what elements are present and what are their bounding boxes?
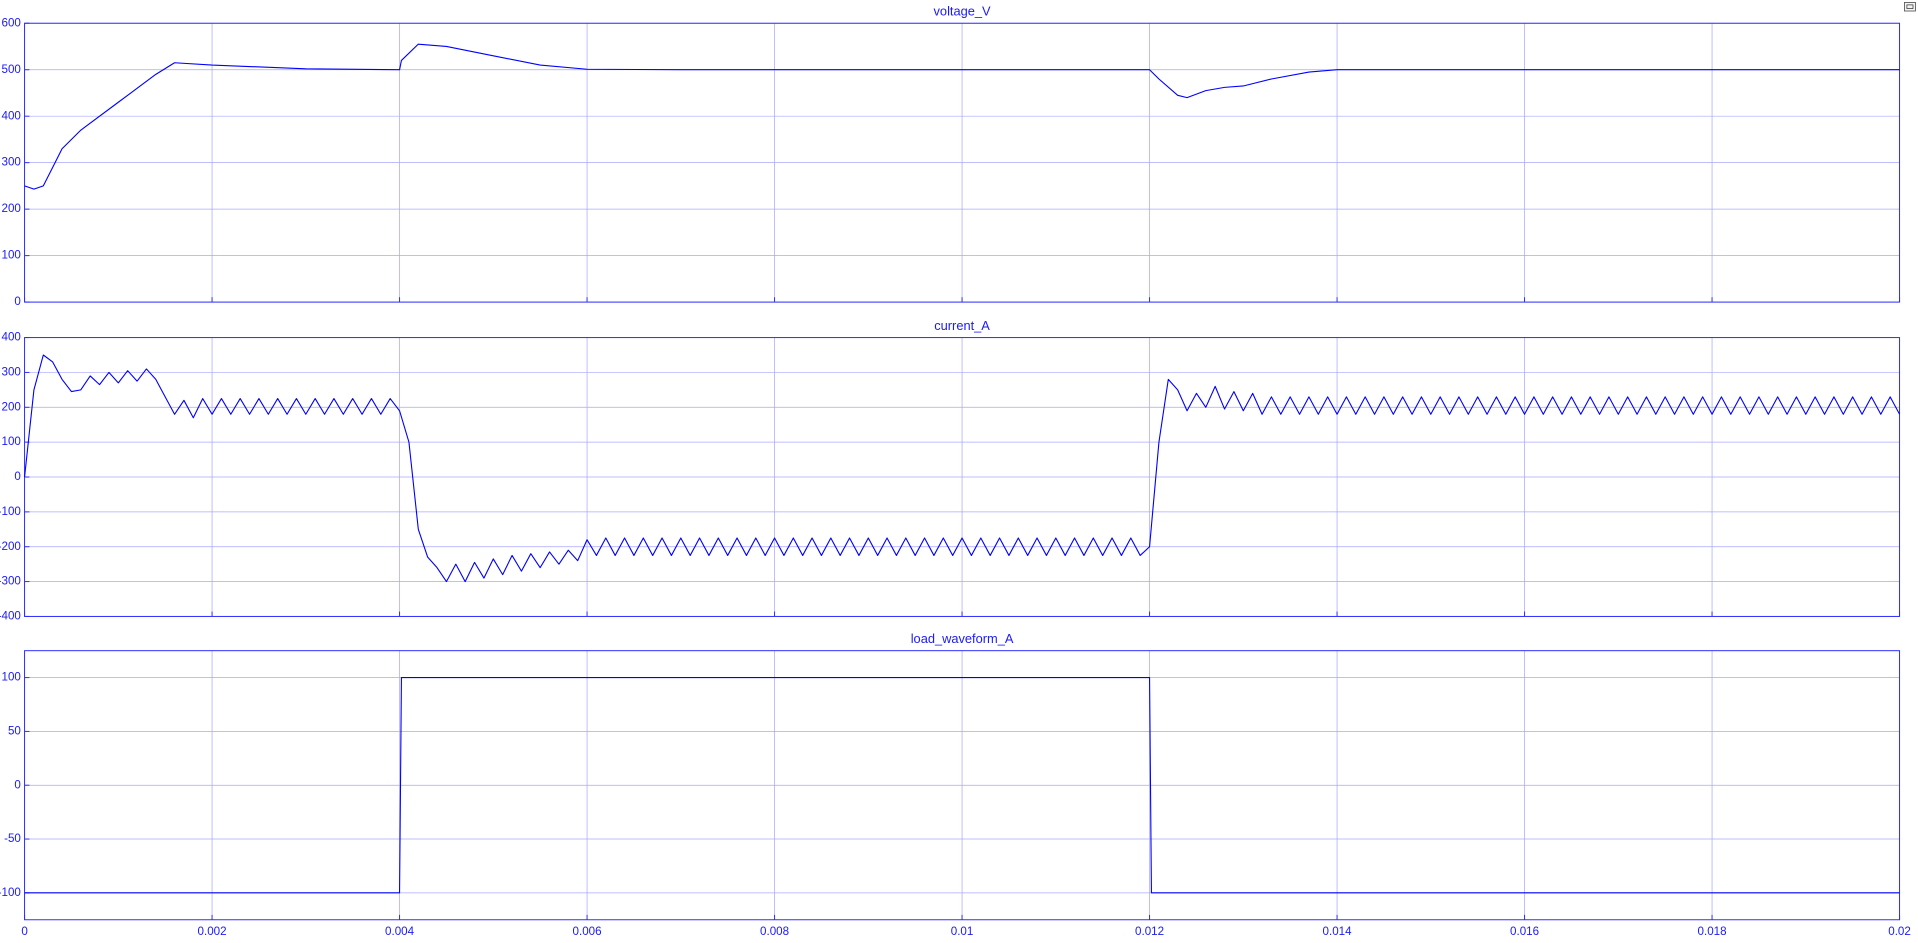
- y-tick-label: 400: [2, 109, 21, 122]
- restore-icon[interactable]: [1904, 2, 1916, 12]
- y-tick-label: 300: [2, 156, 21, 169]
- y-tick-label: 300: [2, 365, 21, 378]
- x-tick-label: 0.01: [951, 925, 974, 938]
- y-tick-label: -100: [0, 505, 21, 518]
- x-tick-label: 0: [21, 925, 27, 938]
- y-tick-label: -100: [0, 886, 21, 899]
- chart-title: load_waveform_A: [911, 631, 1014, 646]
- x-tick-label: 0.018: [1698, 925, 1727, 938]
- y-tick-label: 0: [14, 295, 20, 308]
- y-tick-label: -200: [0, 540, 21, 553]
- y-tick-label: 0: [14, 778, 20, 791]
- y-tick-label: -400: [0, 609, 21, 622]
- y-tick-label: 50: [8, 724, 21, 737]
- data-line: [24, 677, 1900, 894]
- y-tick-label: 200: [2, 202, 21, 215]
- x-tick-label: 0.002: [198, 925, 227, 938]
- icon-glyph[interactable]: [1906, 4, 1914, 9]
- y-tick-label: 200: [2, 400, 21, 413]
- y-tick-label: 100: [2, 249, 21, 262]
- chart-title: current_A: [934, 318, 990, 333]
- x-tick-label: 0.008: [760, 925, 789, 938]
- y-tick-label: 500: [2, 63, 21, 76]
- x-tick-label: 0.004: [385, 925, 415, 938]
- y-tick-label: 100: [2, 435, 21, 448]
- plot-frame: [24, 650, 1901, 921]
- x-tick-label: 0.02: [1888, 925, 1911, 938]
- y-tick-label: 600: [2, 16, 21, 29]
- x-tick-label: 0.006: [573, 925, 602, 938]
- icon-frame[interactable]: [1904, 2, 1916, 12]
- y-tick-label: 100: [2, 671, 21, 684]
- data-line: [24, 43, 1900, 190]
- data-line: [24, 354, 1901, 583]
- x-tick-label: 0.012: [1135, 925, 1164, 938]
- x-tick-label: 0.016: [1510, 925, 1539, 938]
- y-tick-label: -300: [0, 575, 21, 588]
- y-tick-label: 400: [2, 331, 21, 344]
- chart-title: voltage_V: [934, 4, 992, 19]
- y-tick-label: -50: [4, 832, 21, 845]
- y-tick-label: 0: [14, 470, 20, 483]
- x-tick-label: 0.014: [1323, 925, 1353, 938]
- plot-frame: [24, 22, 1901, 303]
